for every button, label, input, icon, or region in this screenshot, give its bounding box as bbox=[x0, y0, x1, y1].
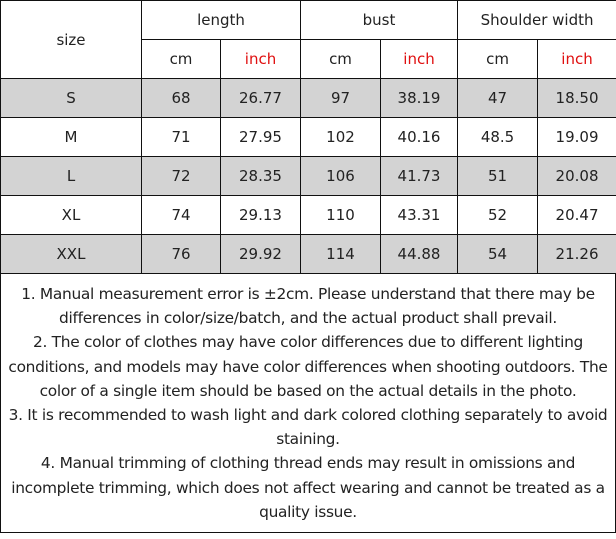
value-cell: 102 bbox=[300, 117, 381, 157]
value-cell: 41.73 bbox=[379, 156, 459, 196]
header-size: size bbox=[0, 0, 142, 79]
unit-cm: cm bbox=[457, 39, 539, 79]
table-row: M 71 27.95 102 40.16 48.5 19.09 bbox=[0, 117, 616, 157]
value-cell: 21.26 bbox=[537, 234, 616, 274]
value-cell: 40.16 bbox=[379, 117, 459, 157]
value-cell: 72 bbox=[141, 156, 221, 196]
value-cell: 97 bbox=[300, 78, 381, 118]
table-row: S 68 26.77 97 38.19 47 18.50 bbox=[0, 78, 616, 118]
unit-cm: cm bbox=[300, 39, 381, 79]
value-cell: 44.88 bbox=[379, 234, 459, 274]
header-row-units: cm inch cm inch cm inch bbox=[1, 39, 616, 79]
note: 2. The color of clothes may have color d… bbox=[8, 333, 608, 400]
value-cell: 29.92 bbox=[220, 234, 301, 274]
note: 3. It is recommended to wash light and d… bbox=[8, 406, 608, 449]
table-row: XL 74 29.13 110 43.31 52 20.47 bbox=[0, 195, 616, 235]
size-table: size length bust Shoulder width cm inch … bbox=[0, 0, 616, 274]
value-cell: 26.77 bbox=[220, 78, 301, 118]
note: 4. Manual trimming of clothing thread en… bbox=[11, 454, 605, 521]
unit-cm: cm bbox=[141, 39, 221, 79]
table-row: XXL 76 29.92 114 44.88 54 21.26 bbox=[0, 234, 616, 274]
value-cell: 48.5 bbox=[457, 117, 539, 157]
value-cell: 47 bbox=[457, 78, 539, 118]
header-row-groups: size length bust Shoulder width bbox=[0, 0, 616, 79]
size-cell: S bbox=[0, 78, 142, 118]
value-cell: 52 bbox=[457, 195, 539, 235]
value-cell: 20.47 bbox=[537, 195, 616, 235]
value-cell: 20.08 bbox=[537, 156, 616, 196]
value-cell: 71 bbox=[141, 117, 221, 157]
value-cell: 114 bbox=[300, 234, 381, 274]
value-cell: 110 bbox=[300, 195, 381, 235]
unit-inch: inch bbox=[220, 39, 301, 79]
value-cell: 27.95 bbox=[220, 117, 301, 157]
value-cell: 29.13 bbox=[220, 195, 301, 235]
size-cell: M bbox=[0, 117, 142, 157]
value-cell: 54 bbox=[457, 234, 539, 274]
value-cell: 106 bbox=[300, 156, 381, 196]
unit-inch: inch bbox=[379, 39, 459, 79]
note: 1. Manual measurement error is ±2cm. Ple… bbox=[21, 285, 595, 328]
unit-inch: inch bbox=[537, 39, 616, 79]
notes: 1. Manual measurement error is ±2cm. Ple… bbox=[0, 274, 616, 533]
value-cell: 43.31 bbox=[379, 195, 459, 235]
value-cell: 74 bbox=[141, 195, 221, 235]
header-shoulder-width: Shoulder width bbox=[457, 0, 616, 40]
header-length: length bbox=[141, 0, 301, 40]
value-cell: 51 bbox=[457, 156, 539, 196]
value-cell: 18.50 bbox=[537, 78, 616, 118]
header-bust: bust bbox=[299, 0, 459, 40]
size-cell: XXL bbox=[0, 234, 142, 274]
value-cell: 38.19 bbox=[379, 78, 459, 118]
value-cell: 68 bbox=[141, 78, 221, 118]
value-cell: 19.09 bbox=[537, 117, 616, 157]
size-cell: L bbox=[0, 156, 142, 196]
table-row: L 72 28.35 106 41.73 51 20.08 bbox=[0, 156, 616, 196]
value-cell: 76 bbox=[141, 234, 221, 274]
value-cell: 28.35 bbox=[220, 156, 301, 196]
size-cell: XL bbox=[0, 195, 142, 235]
